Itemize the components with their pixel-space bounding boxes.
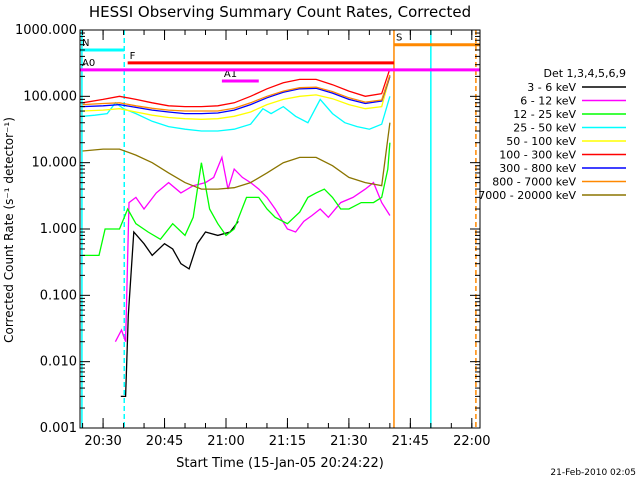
x-tick-label: 22:00 [453, 434, 490, 449]
x-axis-label: Start Time (15-Jan-05 20:24:22) [176, 456, 384, 471]
legend-label: 6 - 12 keV [520, 95, 576, 108]
annotation-label: S [396, 33, 402, 44]
series-line [82, 76, 391, 115]
series-line [82, 142, 391, 257]
legend-label: 300 - 800 keV [499, 162, 576, 175]
x-tick-label: 20:45 [146, 434, 183, 449]
legend-label: 7000 - 20000 keV [478, 189, 576, 202]
annotation-label: A0 [82, 58, 95, 69]
chart-title: HESSI Observing Summary Count Rates, Cor… [89, 3, 471, 21]
plot-area: N F A1 A0 S 0.001 0.010 0.100 1.000 10.000 100.000… [15, 23, 626, 449]
series-line [120, 221, 239, 398]
legend-title: Det 1,3,4,5,6,9 [543, 67, 626, 80]
y-tick-label: 10.000 [32, 156, 78, 171]
annotation-label: A1 [224, 69, 237, 80]
legend-label: 3 - 6 keV [527, 81, 576, 94]
y-axis-label: Corrected Count Rate (s⁻¹ detector⁻¹) [2, 117, 16, 343]
series-line [114, 155, 391, 343]
plot-frame [79, 29, 481, 429]
y-tick-label: 1000.000 [15, 23, 77, 38]
x-tick-label: 21:15 [269, 434, 306, 449]
series-line [82, 122, 391, 190]
y-tick-label: 100.000 [23, 89, 77, 104]
series-line [82, 76, 391, 120]
series-line [82, 96, 391, 132]
y-tick-label: 0.100 [40, 288, 77, 303]
y-tick-label: 0.010 [40, 355, 77, 370]
annotation-label: F [130, 51, 136, 62]
legend-label: 800 - 7000 keV [492, 176, 576, 189]
legend-label: 100 - 300 keV [499, 149, 576, 162]
legend-label: 50 - 100 keV [506, 135, 576, 148]
x-tick-label: 20:30 [84, 434, 121, 449]
x-tick-label: 21:30 [330, 434, 367, 449]
x-tick-label: 21:45 [392, 434, 429, 449]
legend-label: 25 - 50 keV [513, 122, 576, 135]
annotation-label: N [82, 38, 89, 49]
footer-date: 21-Feb-2010 02:05 [550, 468, 636, 478]
series-line [82, 68, 391, 108]
y-tick-label: 0.001 [40, 421, 77, 436]
series-line [82, 74, 391, 112]
legend-label: 12 - 25 keV [513, 108, 576, 121]
y-tick-label: 1.000 [40, 222, 77, 237]
x-tick-label: 21:00 [207, 434, 244, 449]
